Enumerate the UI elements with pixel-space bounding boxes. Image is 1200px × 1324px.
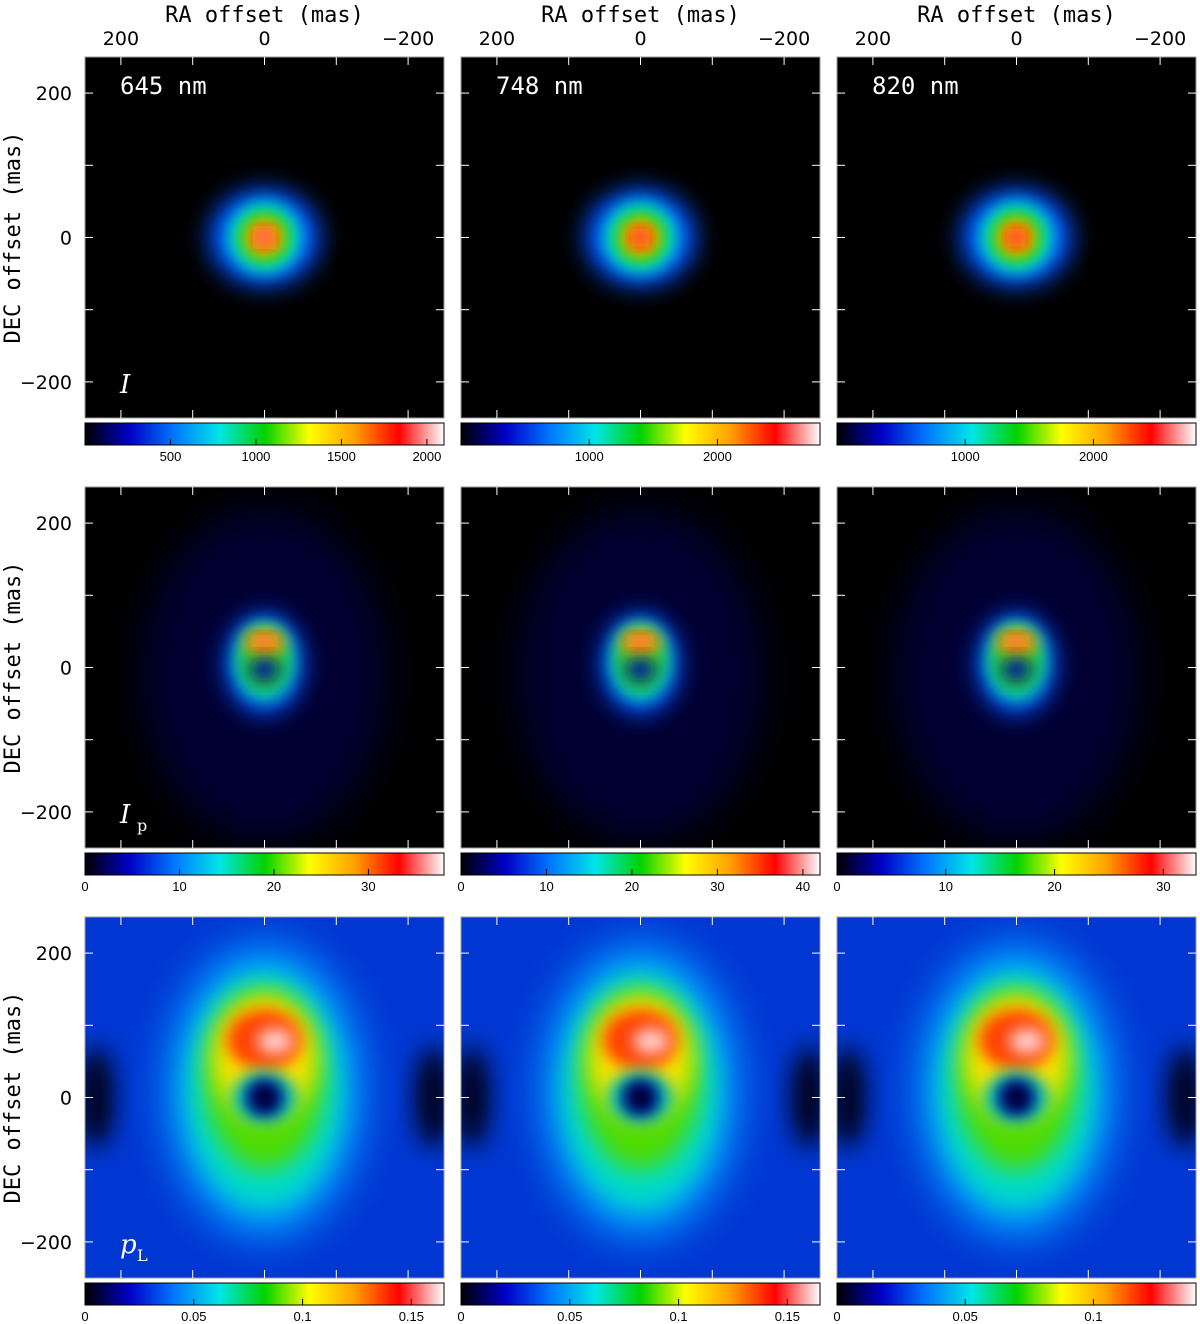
colorbar-tick-label: 1000 xyxy=(575,449,604,464)
colorbar-tick-label: 0.1 xyxy=(670,1309,688,1324)
dec-tick-label: −200 xyxy=(20,802,72,824)
colorbar xyxy=(460,852,821,876)
colorbar-tick-label: 2000 xyxy=(1079,449,1108,464)
quantity-label-sub: p xyxy=(137,816,147,835)
colorbar-tick-label: 0 xyxy=(457,1309,464,1324)
heatmap-Ip-1 xyxy=(461,487,820,848)
quantity-label: p xyxy=(120,1230,137,1260)
colorbar-tick-label: 0.05 xyxy=(181,1309,206,1324)
axis-ticks xyxy=(85,487,444,848)
axis-ticks xyxy=(85,57,444,418)
colorbar xyxy=(84,422,445,446)
colorbar-tick-label: 0.1 xyxy=(1084,1309,1102,1324)
ra-tick-label: 200 xyxy=(103,28,139,50)
colorbar-tick-label: 2000 xyxy=(412,449,441,464)
dec-tick-label: −200 xyxy=(20,372,72,394)
heatmap-pL-2 xyxy=(837,917,1196,1278)
ra-tick-label: 0 xyxy=(634,28,646,50)
ra-axis-title: RA offset (mas) xyxy=(165,3,364,28)
axis-ticks xyxy=(837,57,1196,418)
colorbar-tick-label: 0.1 xyxy=(294,1309,312,1324)
colorbar xyxy=(84,852,445,876)
colorbar-tick-label: 1000 xyxy=(241,449,270,464)
dec-tick-label: 0 xyxy=(60,1088,72,1110)
ra-tick-label: −200 xyxy=(382,28,434,50)
colorbar xyxy=(84,1282,445,1306)
colorbar xyxy=(460,1282,821,1306)
axis-ticks xyxy=(461,917,820,1278)
ra-axis-title: RA offset (mas) xyxy=(917,3,1116,28)
colorbar-tick-label: 0.05 xyxy=(557,1309,582,1324)
heatmap-pL-1 xyxy=(461,917,820,1278)
colorbar-tick-label: 0 xyxy=(81,1309,88,1324)
ra-tick-label: −200 xyxy=(1134,28,1186,50)
heatmap-pL-0 xyxy=(85,917,444,1278)
colorbar-tick-label: 500 xyxy=(160,449,182,464)
ra-tick-label: −200 xyxy=(758,28,810,50)
colorbar-tick-label: 1500 xyxy=(327,449,356,464)
dec-tick-label: 0 xyxy=(60,658,72,680)
colorbar-tick-label: 20 xyxy=(1047,879,1061,894)
colorbar-tick-label: 0.15 xyxy=(775,1309,800,1324)
colorbar-tick-label: 0 xyxy=(833,1309,840,1324)
colorbar-tick-label: 0 xyxy=(81,879,88,894)
colorbar-tick-label: 20 xyxy=(267,879,281,894)
colorbar-tick-label: 10 xyxy=(939,879,953,894)
wavelength-label: 748 nm xyxy=(496,72,583,100)
colorbar-tick-label: 30 xyxy=(710,879,724,894)
ra-axis-title: RA offset (mas) xyxy=(541,3,740,28)
heatmap-I-0 xyxy=(85,57,444,418)
colorbar-tick-label: 2000 xyxy=(703,449,732,464)
heatmap-I-1 xyxy=(461,57,820,418)
colorbar-tick-label: 40 xyxy=(796,879,810,894)
colorbar-tick-label: 0.05 xyxy=(953,1309,978,1324)
colorbar xyxy=(836,852,1197,876)
colorbar-tick-label: 0 xyxy=(833,879,840,894)
heatmap-I-2 xyxy=(837,57,1196,418)
heatmap-Ip-2 xyxy=(837,487,1196,848)
axis-ticks xyxy=(837,487,1196,848)
colorbar xyxy=(836,1282,1197,1306)
dec-tick-label: 200 xyxy=(36,83,72,105)
axis-ticks xyxy=(461,487,820,848)
quantity-label: I xyxy=(119,370,131,400)
wavelength-label: 820 nm xyxy=(872,72,959,100)
ra-tick-label: 200 xyxy=(855,28,891,50)
colorbar-tick-label: 10 xyxy=(172,879,186,894)
ra-tick-label: 0 xyxy=(258,28,270,50)
colorbar-tick-label: 30 xyxy=(1156,879,1170,894)
axis-ticks xyxy=(837,917,1196,1278)
colorbar-tick-label: 30 xyxy=(361,879,375,894)
ra-tick-label: 200 xyxy=(479,28,515,50)
axis-ticks xyxy=(461,57,820,418)
dec-axis-title: DEC offset (mas) xyxy=(1,992,26,1204)
dec-tick-label: 200 xyxy=(36,513,72,535)
colorbar xyxy=(836,422,1197,446)
axis-ticks xyxy=(85,917,444,1278)
colorbar-tick-label: 20 xyxy=(625,879,639,894)
colorbar-tick-label: 0.15 xyxy=(399,1309,424,1324)
colorbar-tick-label: 0 xyxy=(457,879,464,894)
colorbar-tick-label: 10 xyxy=(539,879,553,894)
quantity-label-sub: L xyxy=(137,1246,148,1265)
quantity-label: I xyxy=(119,800,131,830)
dec-axis-title: DEC offset (mas) xyxy=(1,132,26,344)
wavelength-label: 645 nm xyxy=(120,72,207,100)
colorbar-tick-label: 1000 xyxy=(951,449,980,464)
heatmap-Ip-0 xyxy=(85,487,444,848)
ra-tick-label: 0 xyxy=(1010,28,1022,50)
dec-tick-label: 0 xyxy=(60,228,72,250)
dec-axis-title: DEC offset (mas) xyxy=(1,562,26,774)
dec-tick-label: 200 xyxy=(36,943,72,965)
colorbar xyxy=(460,422,821,446)
dec-tick-label: −200 xyxy=(20,1232,72,1254)
